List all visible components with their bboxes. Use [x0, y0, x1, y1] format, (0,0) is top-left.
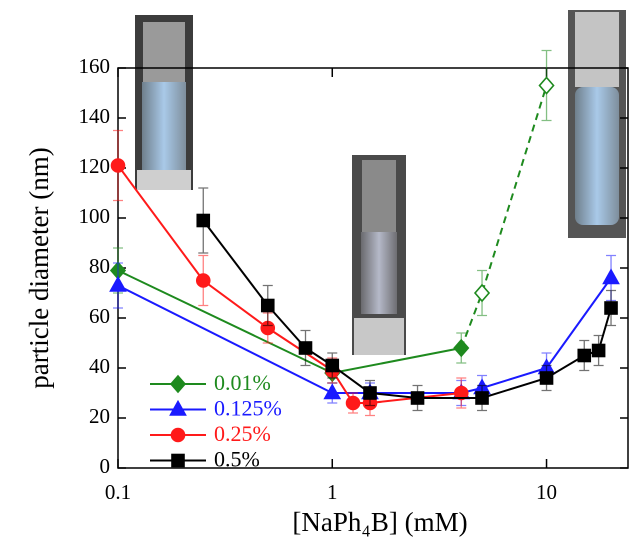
y-tick-label: 20 — [89, 404, 110, 428]
legend-label: 0.125% — [214, 396, 282, 421]
y-tick-label: 160 — [79, 54, 111, 78]
data-point — [325, 385, 340, 399]
legend-marker — [171, 376, 185, 392]
data-point — [111, 278, 126, 292]
data-point — [605, 302, 617, 314]
legend-label: 0.5% — [214, 447, 260, 472]
data-point — [593, 345, 605, 357]
data-point — [541, 372, 553, 384]
vial-photo — [568, 10, 626, 238]
vial-photo — [135, 15, 193, 190]
data-point — [540, 78, 554, 94]
y-tick-label: 40 — [89, 354, 110, 378]
series-line — [118, 271, 461, 374]
data-point — [604, 270, 619, 284]
data-point — [475, 285, 489, 301]
dashed-line — [461, 86, 546, 349]
series-line — [118, 166, 461, 404]
x-tick-label: 10 — [536, 480, 557, 504]
y-tick-label: 60 — [89, 304, 110, 328]
y-tick-label: 100 — [79, 204, 111, 228]
data-point — [347, 397, 360, 410]
y-axis-title: particle diameter (nm) — [24, 147, 54, 388]
y-tick-label: 0 — [100, 454, 111, 478]
y-tick-label: 80 — [89, 254, 110, 278]
legend-label: 0.25% — [214, 421, 271, 446]
chart: [NaPh₄B] (mM) particle diameter (nm) 0 20… — [0, 0, 644, 548]
data-point — [364, 387, 376, 399]
legend-marker — [172, 429, 185, 442]
data-point — [112, 159, 125, 172]
data-point — [197, 215, 209, 227]
legend-marker — [172, 455, 184, 467]
data-point — [326, 360, 338, 372]
data-point — [197, 274, 210, 287]
x-tick-label: 1 — [327, 480, 338, 504]
vial-photo — [352, 155, 406, 355]
x-axis-title: [NaPh₄B] (mM) — [292, 507, 467, 537]
data-point — [578, 350, 590, 362]
data-point — [412, 392, 424, 404]
x-tick-label: 0.1 — [105, 480, 131, 504]
legend-label: 0.01% — [214, 370, 271, 395]
y-tick-label: 120 — [79, 154, 111, 178]
data-point — [454, 340, 468, 356]
y-tick-label: 140 — [79, 104, 111, 128]
data-point — [476, 392, 488, 404]
legend-marker — [171, 402, 186, 416]
data-point — [299, 342, 311, 354]
page: {"chart_data": {"type": "line", "x_label… — [0, 0, 644, 548]
data-point — [262, 300, 274, 312]
